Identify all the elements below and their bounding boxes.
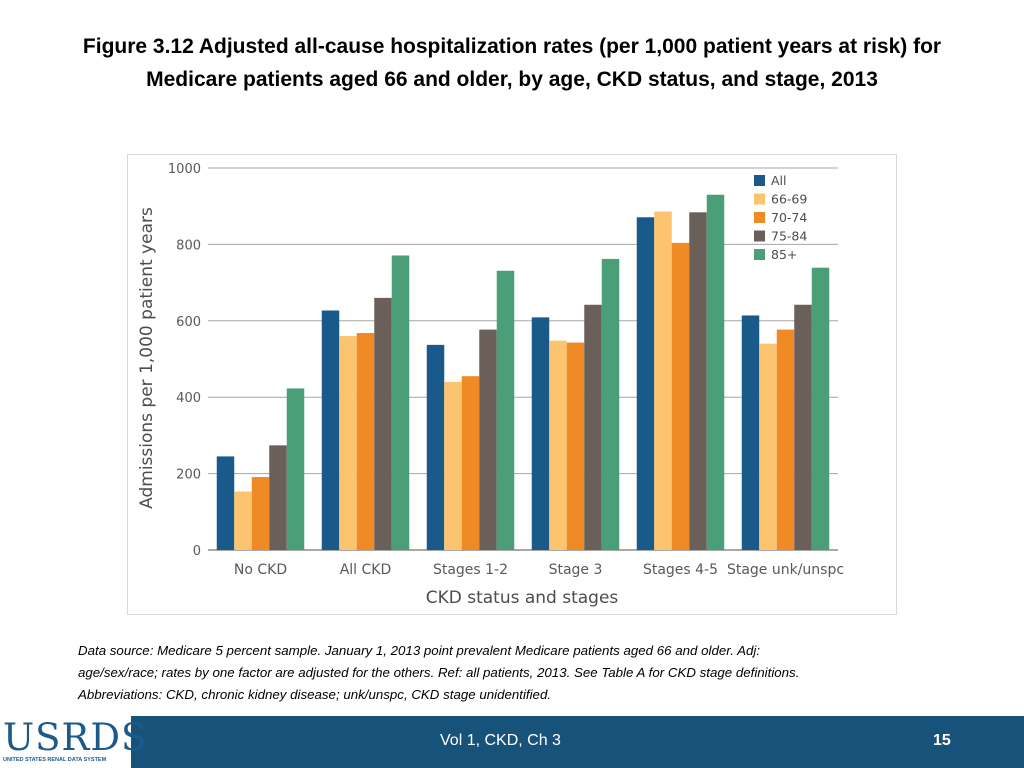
bar [286, 388, 305, 550]
x-tick-label: All CKD [340, 562, 392, 578]
legend-label: 66-69 [771, 192, 807, 207]
x-tick-label: Stage unk/unspc [727, 562, 844, 578]
bar [479, 329, 497, 550]
bar [391, 255, 410, 550]
legend-label: 85+ [771, 247, 797, 262]
footer-section-label: Vol 1, CKD, Ch 3 [440, 732, 561, 749]
bar [759, 343, 777, 550]
legend-label: 70-74 [771, 210, 807, 225]
bar [706, 194, 725, 551]
bar [549, 340, 567, 550]
legend-swatch [754, 175, 765, 186]
legend-swatch [754, 193, 765, 205]
legend-swatch [754, 249, 765, 260]
y-tick-label: 200 [176, 468, 201, 483]
y-tick-label: 400 [176, 391, 201, 406]
bar [776, 329, 795, 550]
bar [741, 315, 760, 550]
gridlines [208, 167, 838, 551]
chart-panel: 0 200 400 600 800 1000 No CKD All CKD Stages 1-… [127, 154, 897, 615]
bar [689, 212, 707, 550]
bar [251, 477, 270, 550]
figure-title-line-2: Medicare patients aged 66 and older, by … [146, 68, 878, 91]
bar [811, 267, 830, 550]
bar [269, 445, 287, 550]
note-line-1: Data source: Medicare 5 percent sample. … [78, 643, 760, 658]
bars [216, 194, 830, 551]
bar [566, 342, 585, 550]
y-tick-label: 0 [193, 544, 201, 559]
x-tick-label: Stages 1-2 [433, 562, 508, 578]
bar [794, 304, 812, 550]
bar [584, 304, 602, 550]
bar [374, 297, 392, 550]
bar [461, 376, 480, 550]
logo-wordmark: USRDS [3, 716, 148, 759]
usrds-logo: USRDS UNITED STATES RENAL DATA SYSTEM [0, 716, 146, 768]
legend-label: 75-84 [771, 229, 807, 244]
legend-label: All [771, 173, 787, 188]
bar [356, 333, 375, 550]
x-axis-ticks: No CKD All CKD Stages 1-2 Stage 3 Stages 4-5… [234, 562, 844, 578]
legend-swatch [754, 212, 765, 223]
bar [339, 336, 357, 550]
bar [636, 217, 655, 550]
figure-title-line-1: Figure 3.12 Adjusted all-cause hospitali… [82, 35, 942, 58]
note-line-3: Abbreviations: CKD, chronic kidney disea… [78, 687, 552, 702]
legend: All 66-69 70-74 75-84 85+ [754, 173, 807, 262]
bar [496, 270, 515, 550]
x-tick-label: Stage 3 [549, 562, 603, 578]
bar [671, 242, 690, 550]
y-tick-label: 800 [176, 238, 201, 253]
logo-subtitle: UNITED STATES RENAL DATA SYSTEM [3, 757, 107, 763]
y-tick-label: 600 [176, 315, 201, 330]
bar [234, 491, 252, 550]
note-line-2: age/sex/race; rates by one factor are ad… [78, 665, 800, 680]
figure-title: Figure 3.12 Adjusted all-cause hospitali… [20, 30, 1004, 96]
bar [601, 258, 620, 550]
page-number: 15 [933, 732, 951, 749]
x-tick-label: Stages 4-5 [643, 562, 718, 578]
y-axis-label: Admissions per 1,000 patient years [137, 207, 157, 509]
bar [654, 211, 672, 550]
bar [216, 456, 235, 550]
data-source-note: Data source: Medicare 5 percent sample. … [78, 640, 958, 706]
bar [531, 317, 550, 550]
footer-bar: USRDS UNITED STATES RENAL DATA SYSTEM Vo… [0, 716, 1024, 768]
y-tick-label: 1000 [168, 162, 201, 177]
legend-swatch [754, 230, 765, 242]
bar [426, 344, 445, 550]
x-tick-label: No CKD [234, 562, 287, 578]
bar [321, 310, 340, 550]
bar-chart: 0 200 400 600 800 1000 No CKD All CKD Stages 1-… [137, 162, 844, 608]
y-axis-ticks: 0 200 400 600 800 1000 [168, 162, 201, 559]
x-axis-label: CKD status and stages [426, 588, 619, 608]
bar [444, 381, 462, 550]
